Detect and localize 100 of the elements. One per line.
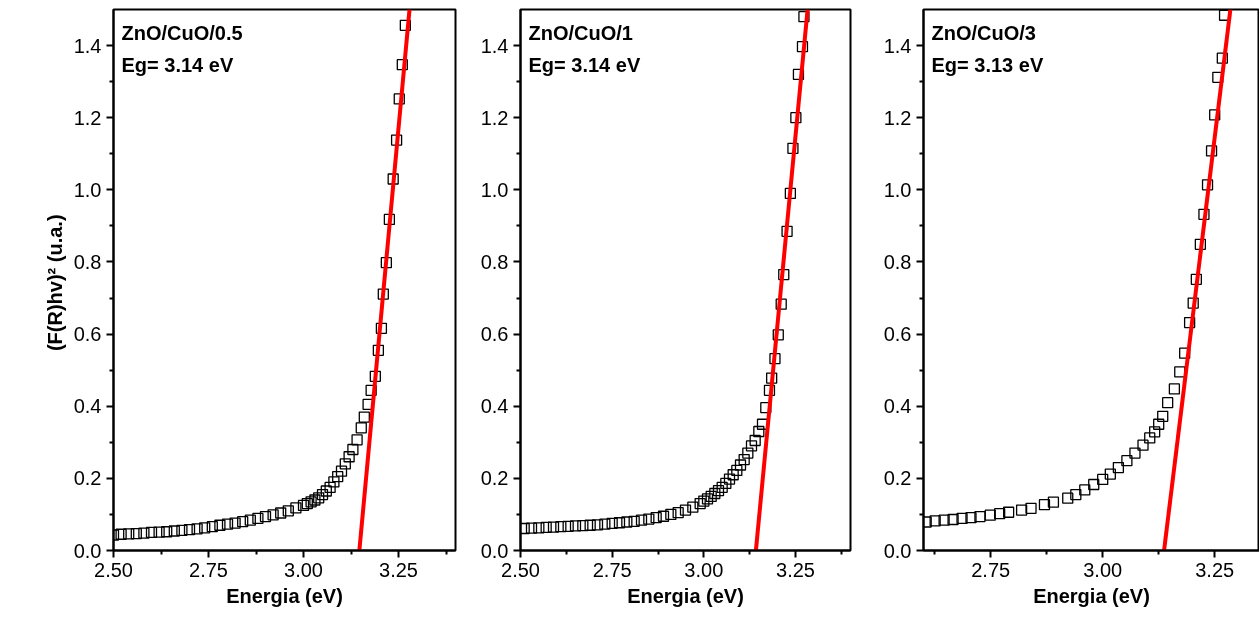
point xyxy=(1201,179,1214,191)
point xyxy=(787,142,799,155)
point xyxy=(183,523,196,536)
point xyxy=(1121,455,1133,467)
x-tick-label: 2.75 xyxy=(189,558,228,581)
point xyxy=(1002,506,1015,518)
point xyxy=(396,59,408,71)
point xyxy=(938,514,950,526)
point xyxy=(1015,504,1028,516)
point xyxy=(606,517,618,530)
point xyxy=(520,522,530,535)
point xyxy=(694,497,706,510)
x-axis-title: Energia (eV) xyxy=(1033,584,1150,607)
point xyxy=(320,485,332,497)
point xyxy=(720,477,732,490)
point xyxy=(716,481,728,494)
point xyxy=(290,502,302,514)
point xyxy=(365,384,377,397)
point xyxy=(1190,273,1202,285)
point xyxy=(781,225,793,237)
point xyxy=(153,526,165,538)
point xyxy=(1174,366,1186,378)
annotation: Eg= 3.14 eV xyxy=(121,53,234,76)
x-tick-label: 2.75 xyxy=(592,558,632,581)
point xyxy=(742,447,754,459)
point xyxy=(301,497,313,510)
point xyxy=(613,517,626,529)
x-tick-label: 3.25 xyxy=(1195,558,1235,581)
point xyxy=(1062,492,1074,504)
point xyxy=(297,499,310,512)
point xyxy=(145,526,158,539)
point xyxy=(229,517,241,529)
point xyxy=(206,521,218,533)
point xyxy=(393,93,405,105)
x-tick-label: 2.75 xyxy=(971,558,1011,581)
point xyxy=(984,509,996,521)
point xyxy=(214,519,226,531)
y-tick-label: 1.4 xyxy=(73,34,102,57)
point xyxy=(259,510,272,523)
point xyxy=(727,469,739,481)
point xyxy=(635,514,648,526)
point xyxy=(324,481,336,494)
point xyxy=(237,516,249,528)
point xyxy=(168,525,180,537)
point xyxy=(657,510,670,522)
point xyxy=(351,434,363,446)
point xyxy=(1149,426,1161,438)
point xyxy=(387,173,399,185)
point xyxy=(244,514,256,526)
point xyxy=(712,484,725,497)
point xyxy=(533,522,545,534)
point xyxy=(599,518,611,530)
point xyxy=(358,411,370,423)
point xyxy=(1038,499,1051,511)
point xyxy=(1183,316,1196,329)
point xyxy=(1129,447,1141,459)
y-tick-label: 1.0 xyxy=(883,178,912,201)
point xyxy=(313,492,325,504)
point xyxy=(790,112,802,124)
point xyxy=(390,134,403,146)
y-axis-title: (F(R)hv)² (u.a.) xyxy=(43,214,66,352)
y-tick-label: 0.4 xyxy=(73,395,102,418)
x-axis-title: Energia (eV) xyxy=(627,584,744,607)
y-tick-label: 1.2 xyxy=(73,106,102,129)
y-tick-label: 0.8 xyxy=(73,250,102,273)
point xyxy=(399,19,411,32)
point xyxy=(769,352,781,365)
point xyxy=(1079,484,1091,496)
point xyxy=(380,257,392,269)
point xyxy=(723,473,736,485)
point xyxy=(339,458,351,470)
point xyxy=(252,512,264,525)
point xyxy=(650,512,662,524)
point xyxy=(974,510,986,523)
point xyxy=(1025,502,1037,514)
annotation: ZnO/CuO/1 xyxy=(528,21,633,44)
point xyxy=(643,513,655,525)
point xyxy=(672,506,684,519)
point xyxy=(221,518,234,530)
point xyxy=(316,488,329,501)
point xyxy=(796,41,809,53)
point xyxy=(753,425,765,438)
point xyxy=(191,523,203,535)
point xyxy=(772,329,784,341)
point xyxy=(1112,461,1125,474)
point xyxy=(929,515,941,527)
point xyxy=(562,520,574,532)
point xyxy=(115,528,127,540)
point xyxy=(738,453,750,466)
point xyxy=(665,508,677,521)
point xyxy=(525,522,538,534)
point xyxy=(1194,238,1207,250)
annotation: Eg= 3.13 eV xyxy=(931,53,1044,76)
point xyxy=(709,487,721,500)
point xyxy=(745,440,758,452)
y-tick-label: 1.4 xyxy=(480,34,509,57)
point xyxy=(1153,418,1165,430)
point xyxy=(130,527,142,540)
y-tick-label: 0.4 xyxy=(480,395,509,418)
y-tick-label: 0.8 xyxy=(480,250,509,273)
